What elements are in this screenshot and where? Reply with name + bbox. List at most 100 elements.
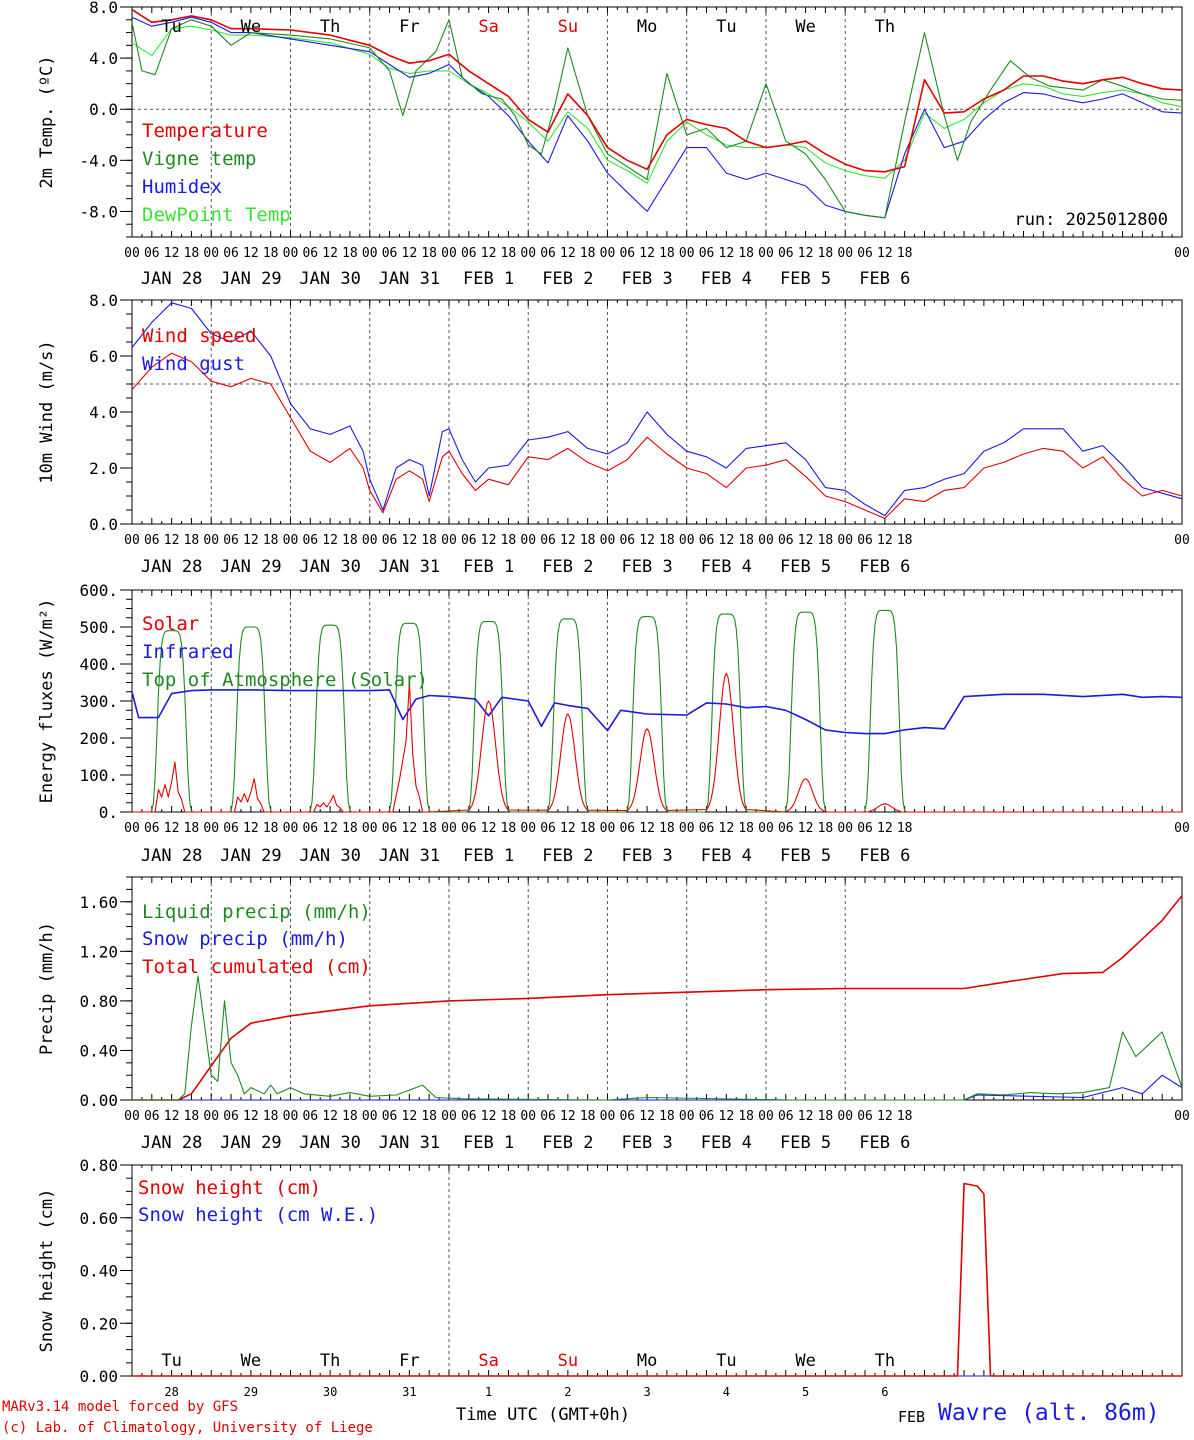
hour-tick-label: 12 xyxy=(243,821,259,836)
hour-tick-label: 12 xyxy=(164,533,180,548)
day-number-label: 31 xyxy=(402,1385,416,1399)
hour-tick-label: 18 xyxy=(184,533,200,548)
run-annotation: run: 2025012800 xyxy=(1014,210,1168,230)
y-tick-label: 8.0 xyxy=(89,291,118,310)
hour-tick-label: 12 xyxy=(560,821,576,836)
weekday-label: Su xyxy=(558,1351,578,1371)
hour-tick-label: 12 xyxy=(719,533,735,548)
hour-tick-label: 00 xyxy=(283,1109,299,1124)
y-tick-label: -4.0 xyxy=(79,151,118,170)
legend-entry: Wind speed xyxy=(142,325,256,347)
hour-tick-label: 00 xyxy=(520,1109,536,1124)
date-label: FEB 5 xyxy=(780,846,831,866)
hour-tick-label: 18 xyxy=(580,533,596,548)
hour-tick-label: 12 xyxy=(402,246,418,261)
date-label: FEB 2 xyxy=(542,269,593,289)
y-tick-label: 0.40 xyxy=(79,1262,118,1281)
date-label: FEB 2 xyxy=(542,557,593,577)
x-axis-label: Time UTC (GMT+0h) xyxy=(456,1405,630,1425)
series-line-liquid-precip-mm-h xyxy=(132,975,1183,1101)
hour-tick-label: 00 xyxy=(203,821,219,836)
hour-tick-label: 12 xyxy=(164,821,180,836)
hour-tick-label: 12 xyxy=(402,533,418,548)
hour-tick-label: 06 xyxy=(857,821,873,836)
y-tick-label: 4.0 xyxy=(89,403,118,422)
series-line-temperature xyxy=(131,8,1183,173)
y-tick-label: 4.0 xyxy=(89,49,118,68)
date-label: JAN 31 xyxy=(379,846,440,866)
weekday-label: We xyxy=(795,1351,815,1371)
y-tick-label: 0.00 xyxy=(79,1367,118,1386)
y-tick-label: 0.0 xyxy=(89,515,118,534)
day-number-label: 30 xyxy=(323,1385,337,1399)
hour-tick-label: 18 xyxy=(818,246,834,261)
hour-tick-label: 18 xyxy=(501,533,517,548)
hour-tick-label: 06 xyxy=(144,821,160,836)
hour-tick-label: 00 xyxy=(203,246,219,261)
hour-tick-label: 00 xyxy=(1174,1109,1190,1124)
hour-tick-label: 12 xyxy=(877,533,893,548)
hour-tick-label: 00 xyxy=(679,533,695,548)
date-label: FEB 2 xyxy=(542,846,593,866)
hour-tick-label: 12 xyxy=(798,1109,814,1124)
hour-tick-label: 12 xyxy=(639,1109,655,1124)
weekday-label: Th xyxy=(875,1351,895,1371)
weekday-label: We xyxy=(241,1351,261,1371)
credit-line-2: (c) Lab. of Climatology, University of L… xyxy=(2,1420,373,1436)
date-label: JAN 31 xyxy=(379,1133,440,1153)
series-line-vigne-temp xyxy=(131,19,1183,219)
y-tick-label: 0.20 xyxy=(79,1314,118,1333)
hour-tick-label: 18 xyxy=(421,1109,437,1124)
series-line-humidex xyxy=(131,16,1183,219)
hour-tick-label: 18 xyxy=(897,246,913,261)
hour-tick-label: 12 xyxy=(164,246,180,261)
hour-tick-label: 06 xyxy=(778,821,794,836)
hour-tick-label: 00 xyxy=(837,821,853,836)
legend-entry: DewPoint Temp xyxy=(142,204,291,226)
y-tick-label: 8.0 xyxy=(89,0,118,17)
y-tick-label: 0.60 xyxy=(79,1209,118,1228)
y-tick-label: 1.20 xyxy=(79,942,118,961)
hour-tick-label: 06 xyxy=(382,533,398,548)
y-tick-label: 0.0 xyxy=(89,100,118,119)
day-number-label: 1 xyxy=(485,1385,492,1399)
weekday-label: Fr xyxy=(399,1351,419,1371)
hour-tick-label: 12 xyxy=(243,246,259,261)
weekday-label: Tu xyxy=(161,1351,181,1371)
hour-tick-label: 12 xyxy=(402,821,418,836)
hour-tick-label: 18 xyxy=(263,821,279,836)
hour-tick-label: 06 xyxy=(857,533,873,548)
hour-tick-label: 12 xyxy=(481,533,497,548)
date-label: FEB 6 xyxy=(859,846,910,866)
hour-tick-label: 00 xyxy=(758,246,774,261)
legend-entry: Snow height (cm) xyxy=(138,1177,321,1199)
date-label: JAN 29 xyxy=(220,846,281,866)
panel-temperature xyxy=(120,6,1183,238)
hour-tick-label: 06 xyxy=(461,246,477,261)
hour-tick-label: 18 xyxy=(342,821,358,836)
hour-tick-label: 06 xyxy=(144,246,160,261)
hour-tick-label: 18 xyxy=(897,533,913,548)
hour-tick-label: 12 xyxy=(560,1109,576,1124)
hour-tick-label: 18 xyxy=(263,533,279,548)
hour-tick-label: 00 xyxy=(441,533,457,548)
date-label: JAN 28 xyxy=(141,557,202,577)
hour-tick-label: 06 xyxy=(699,821,715,836)
hour-tick-label: 06 xyxy=(223,533,239,548)
legend-entry: Temperature xyxy=(142,120,268,142)
weekday-label: Su xyxy=(558,17,578,37)
y-tick-label: 100. xyxy=(79,766,118,785)
legend-entry: Total cumulated (cm) xyxy=(142,956,371,978)
hour-tick-label: 00 xyxy=(679,1109,695,1124)
hour-tick-label: 06 xyxy=(540,821,556,836)
hour-tick-label: 18 xyxy=(738,246,754,261)
series-line-dewpoint-temp xyxy=(131,25,1183,184)
hour-tick-label: 00 xyxy=(758,1109,774,1124)
y-tick-label: 400. xyxy=(79,655,118,674)
hour-tick-label: 06 xyxy=(461,1109,477,1124)
hour-tick-label: 18 xyxy=(738,821,754,836)
hour-tick-label: 12 xyxy=(560,246,576,261)
hour-tick-label: 00 xyxy=(124,1109,140,1124)
date-label: FEB 5 xyxy=(780,557,831,577)
y-axis-label: 2m Temp. (ºC) xyxy=(37,55,57,188)
